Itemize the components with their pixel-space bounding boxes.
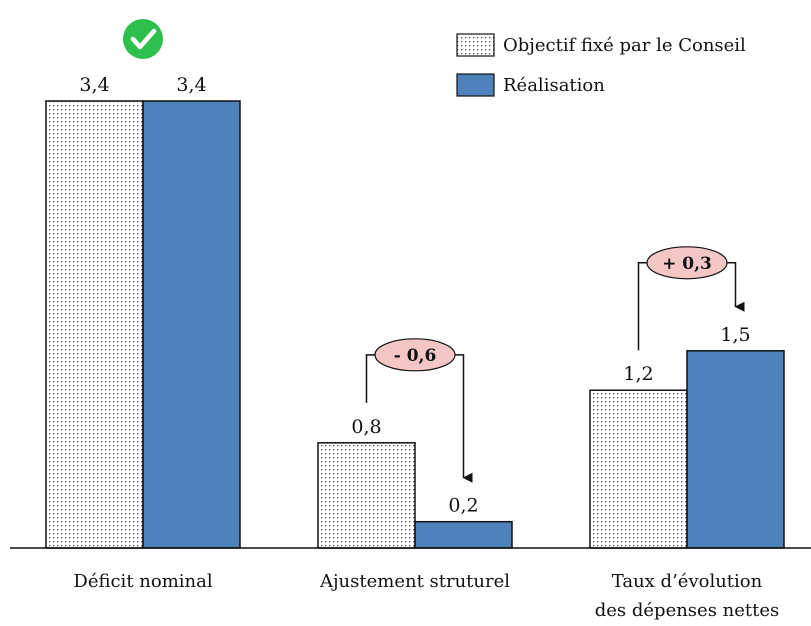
bar-objectif [45, 100, 144, 549]
data-label: 1,5 [720, 324, 750, 346]
bar-objectif [589, 389, 688, 549]
category-label: Ajustement struturel [319, 571, 510, 592]
data-label: 0,2 [448, 495, 478, 517]
check-icon-tick [130, 28, 157, 50]
bar-objectif [317, 442, 416, 549]
difference-bubble [374, 338, 456, 372]
category-label: Déficit nominal [73, 571, 212, 592]
data-label: 1,2 [623, 363, 653, 385]
legend-swatch-realisation [456, 73, 495, 97]
legend: Objectif fixé par le Conseil Réalisation [456, 33, 746, 97]
category-label: Taux d’évolution [612, 571, 763, 592]
legend-label: Objectif fixé par le Conseil [503, 35, 746, 56]
legend-swatch-objectif [456, 33, 495, 57]
data-label: 0,8 [351, 416, 381, 438]
difference-label: - 0,6 [394, 346, 437, 366]
difference-label: + 0,3 [662, 254, 712, 274]
bar-realisation [686, 350, 785, 549]
check-icon [123, 19, 163, 59]
difference-bubble [646, 246, 728, 280]
data-label: 3,4 [176, 74, 206, 96]
data-label: 3,4 [79, 74, 109, 96]
bar-realisation [142, 100, 241, 549]
category-label: des dépenses nettes [595, 600, 780, 621]
bar-realisation [414, 520, 513, 549]
legend-label: Réalisation [503, 75, 605, 96]
